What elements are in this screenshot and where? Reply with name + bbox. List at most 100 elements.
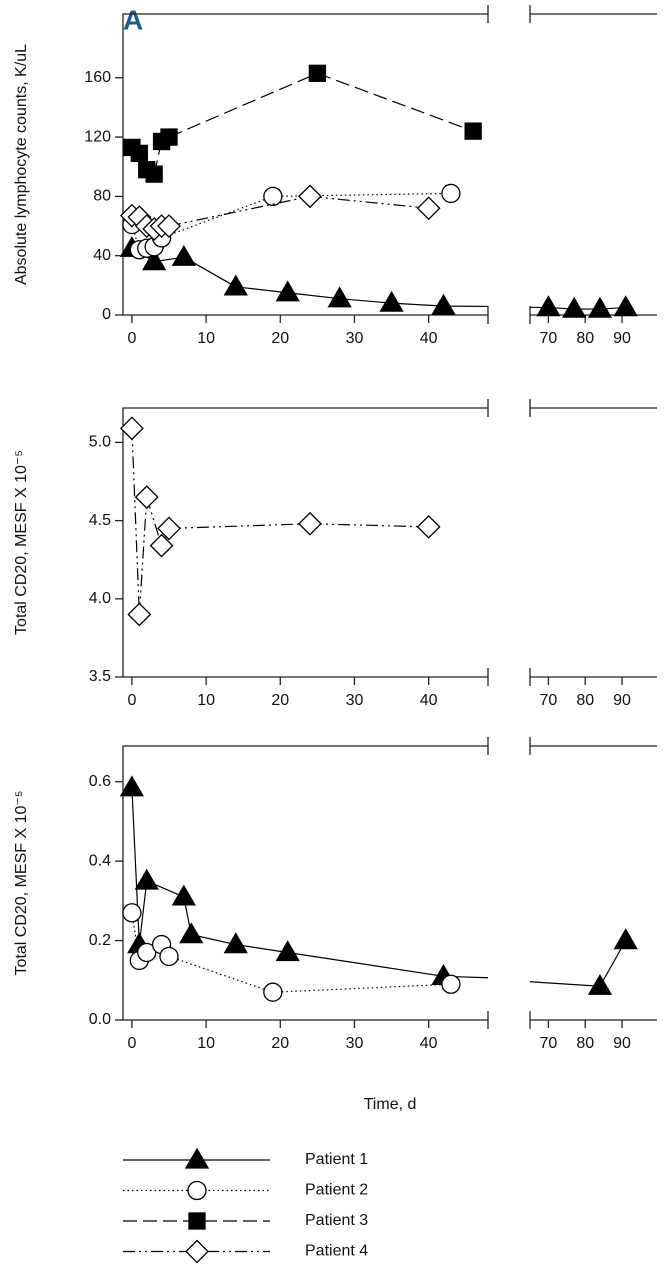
y-tick-label: 0.6 <box>89 773 111 790</box>
y-tick-label: 0 <box>102 306 111 323</box>
series-line <box>287 951 444 977</box>
axis-frame <box>122 5 489 324</box>
y-axis-label: Total CD20, MESF X 10⁻⁵ <box>13 791 30 976</box>
x-tick-label: 0 <box>127 330 136 347</box>
x-tick-label: 30 <box>346 1035 364 1052</box>
marker <box>134 485 159 510</box>
x-tick-label: 30 <box>346 330 364 347</box>
marker <box>536 295 561 317</box>
series-line <box>168 955 274 993</box>
marker <box>416 514 441 539</box>
x-tick-label: 40 <box>420 692 438 709</box>
marker <box>149 533 174 558</box>
marker <box>188 1212 206 1230</box>
marker <box>441 183 461 204</box>
x-tick-label: 10 <box>197 330 215 347</box>
axis-frame <box>122 399 489 686</box>
marker <box>263 186 283 207</box>
marker <box>613 295 638 317</box>
series-line <box>138 880 148 945</box>
marker <box>263 982 283 1002</box>
marker <box>275 280 300 302</box>
marker <box>171 884 196 906</box>
x-tick-label: 0 <box>127 1035 136 1052</box>
y-tick-label: 0.4 <box>89 852 111 869</box>
series-line <box>339 298 392 304</box>
series-line <box>309 523 429 528</box>
marker <box>298 184 322 209</box>
marker <box>562 296 587 318</box>
y-axis-label: Total CD20, MESF X 10⁻⁵ <box>13 450 30 635</box>
marker <box>327 286 352 308</box>
marker <box>187 1180 207 1201</box>
series-line <box>131 428 140 615</box>
series-line <box>168 195 311 227</box>
marker <box>184 1147 210 1169</box>
marker <box>587 973 613 995</box>
x-tick-label: 20 <box>271 692 289 709</box>
series-line <box>272 983 451 993</box>
marker <box>179 922 204 944</box>
series-line <box>161 195 274 239</box>
x-tick-label: 10 <box>197 1035 215 1052</box>
marker <box>137 942 157 963</box>
marker <box>159 946 179 967</box>
x-tick-label: 90 <box>613 1035 631 1052</box>
x-tick-label: 90 <box>613 692 631 709</box>
series-line <box>391 302 444 307</box>
marker <box>134 868 159 890</box>
axis-frame <box>529 5 657 324</box>
y-tick-label: 80 <box>93 188 111 205</box>
marker <box>185 1239 209 1264</box>
x-tick-label: 70 <box>540 1035 558 1052</box>
marker <box>464 122 482 140</box>
series-line <box>168 72 318 138</box>
x-tick-label: 90 <box>613 330 631 347</box>
y-tick-label: 4.5 <box>89 512 111 529</box>
legend-label: Patient 4 <box>305 1243 368 1260</box>
marker <box>142 249 167 271</box>
marker <box>127 602 152 627</box>
x-tick-label: 80 <box>576 330 594 347</box>
axis-frame <box>122 737 489 1029</box>
x-tick-label: 30 <box>346 692 364 709</box>
series-line <box>168 523 310 530</box>
panel-label: A <box>123 4 143 35</box>
y-axis-label: Absolute lymphocyte counts, K/uL <box>13 44 30 285</box>
x-tick-label: 20 <box>271 1035 289 1052</box>
y-tick-label: 4.0 <box>89 590 111 607</box>
marker <box>122 903 142 923</box>
marker <box>171 244 196 266</box>
marker <box>416 196 441 221</box>
marker <box>298 511 322 536</box>
y-tick-label: 160 <box>84 69 111 86</box>
series-line <box>138 497 148 615</box>
marker <box>223 274 248 296</box>
series-line <box>287 292 340 300</box>
marker <box>130 144 148 163</box>
x-tick-label: 0 <box>127 692 136 709</box>
marker <box>379 290 404 312</box>
marker <box>119 416 144 441</box>
series-line <box>443 305 549 309</box>
y-tick-label: 0.2 <box>89 932 111 949</box>
legend-label: Patient 1 <box>305 1151 368 1168</box>
series-line <box>235 943 288 954</box>
marker <box>431 293 456 315</box>
x-tick-label: 40 <box>420 330 438 347</box>
x-tick-label: 80 <box>576 692 594 709</box>
axis-frame <box>529 737 657 1029</box>
y-tick-label: 0.0 <box>89 1011 111 1028</box>
y-tick-label: 40 <box>93 247 111 264</box>
marker <box>587 296 613 318</box>
marker <box>613 928 638 950</box>
x-tick-label: 10 <box>197 692 215 709</box>
marker <box>308 64 327 82</box>
x-tick-label: 70 <box>540 692 558 709</box>
x-tick-label: 80 <box>576 1035 594 1052</box>
x-tick-label: 40 <box>420 1035 438 1052</box>
x-axis-label: Time, d <box>364 1096 417 1113</box>
marker <box>160 128 178 146</box>
series-line <box>235 286 288 294</box>
